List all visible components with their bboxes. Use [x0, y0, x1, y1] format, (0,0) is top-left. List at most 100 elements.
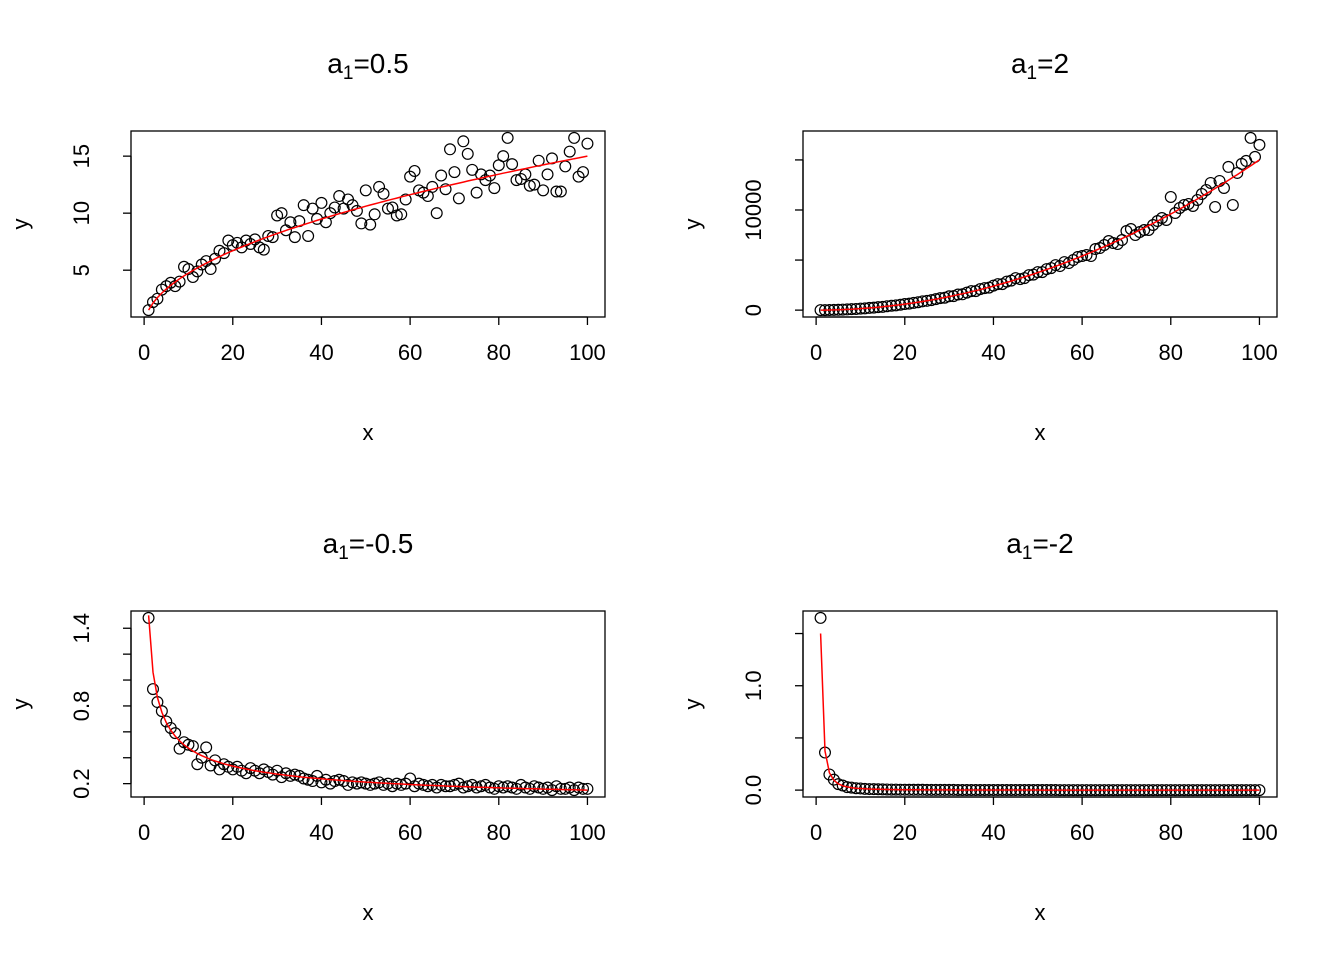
data-point	[568, 131, 581, 144]
data-point	[1178, 198, 1191, 211]
data-point	[253, 767, 266, 780]
panel-1: a1=0.5 0 20 40 60 80 100 x 5 10 15 y	[8, 48, 606, 445]
data-point	[492, 780, 505, 793]
y-axis-label: y	[8, 219, 33, 230]
data-point	[1253, 138, 1266, 151]
data-point	[275, 207, 288, 220]
x-tick-label: 0	[810, 340, 822, 365]
data-point	[1076, 250, 1089, 263]
data-point	[827, 773, 840, 786]
data-point	[572, 170, 585, 183]
data-point	[916, 295, 929, 308]
y-tick-label: 0.2	[69, 768, 94, 799]
data-point	[550, 185, 563, 198]
x-tick-label: 40	[981, 820, 1005, 845]
data-point	[173, 275, 186, 288]
data-points	[142, 611, 594, 797]
data-point	[519, 168, 532, 181]
data-point	[581, 137, 594, 150]
data-point	[1080, 249, 1093, 262]
data-point	[217, 247, 230, 260]
data-point	[1022, 269, 1035, 282]
y-tick-label: 0	[741, 304, 766, 316]
data-point	[510, 174, 523, 187]
x-tick-label: 100	[1241, 340, 1278, 365]
x-axis-label: x	[1035, 900, 1046, 925]
data-point	[1107, 237, 1120, 250]
data-point	[554, 185, 567, 198]
data-point	[355, 217, 368, 230]
x-tick-label: 20	[893, 340, 917, 365]
x-axis: 0 20 40 60 80 100	[810, 316, 1278, 365]
y-axis: 0.2 0.8 1.4	[69, 613, 132, 799]
data-point	[155, 705, 168, 718]
panel-3: a1=-0.5 0 20 40 60 80 100 x 0.2 0.8 1.4 y	[8, 528, 606, 925]
fit-line	[147, 155, 588, 311]
data-point	[368, 208, 381, 221]
x-tick-label: 40	[309, 820, 333, 845]
data-point	[359, 777, 372, 790]
data-point	[1226, 198, 1239, 211]
data-point	[377, 187, 390, 200]
y-tick-label: 1.0	[741, 670, 766, 701]
x-axis: 0 20 40 60 80 100	[138, 316, 606, 365]
data-point	[1244, 131, 1257, 144]
data-point	[399, 193, 412, 206]
x-axis: 0 20 40 60 80 100	[810, 796, 1278, 845]
data-point	[452, 777, 465, 790]
data-point	[439, 183, 452, 196]
title-subscript: 1	[1022, 543, 1033, 564]
data-point	[1209, 200, 1222, 213]
x-axis-label: x	[1035, 420, 1046, 445]
data-point	[501, 780, 514, 793]
data-point	[204, 263, 217, 276]
data-point	[430, 207, 443, 220]
x-tick-label: 60	[1070, 820, 1094, 845]
data-point	[814, 611, 827, 624]
plot-frame	[130, 610, 606, 798]
x-tick-label: 100	[1241, 820, 1278, 845]
data-point	[1204, 176, 1217, 189]
data-point	[581, 782, 594, 795]
data-point	[479, 174, 492, 187]
data-point	[288, 231, 301, 244]
data-point	[377, 778, 390, 791]
title-subscript: 1	[343, 63, 354, 84]
x-tick-label: 60	[1070, 340, 1094, 365]
panel-4: a1=-2 0 20 40 60 80 100 x 0.0 1.0 y	[680, 528, 1278, 925]
y-axis: 5 10 15	[69, 144, 132, 276]
title-subscript: 1	[338, 543, 349, 564]
panel-title: a1=-2	[1006, 528, 1073, 564]
data-point	[519, 781, 532, 794]
x-tick-label: 80	[487, 820, 511, 845]
data-point	[907, 296, 920, 309]
title-base: a	[1006, 528, 1022, 559]
x-tick-label: 0	[138, 340, 150, 365]
data-point	[528, 780, 541, 793]
data-point	[408, 164, 421, 177]
data-point	[978, 282, 991, 295]
data-point	[373, 180, 386, 193]
data-point	[426, 180, 439, 193]
x-tick-label: 20	[221, 340, 245, 365]
x-tick-label: 0	[138, 820, 150, 845]
data-point	[315, 196, 328, 209]
x-tick-label: 20	[221, 820, 245, 845]
data-points	[814, 611, 1266, 797]
data-point	[577, 782, 590, 795]
y-tick-label: 10	[69, 201, 94, 225]
y-tick-label: 0.8	[69, 691, 94, 722]
data-point	[506, 158, 519, 171]
data-point	[488, 182, 501, 195]
y-axis-label: y	[680, 699, 705, 710]
data-point	[142, 304, 155, 317]
data-point	[832, 778, 845, 791]
data-point	[271, 764, 284, 777]
data-point	[577, 166, 590, 179]
data-point	[1186, 199, 1199, 212]
plot-frame	[802, 610, 1278, 798]
data-point	[1111, 238, 1124, 251]
data-point	[470, 186, 483, 199]
data-point	[328, 201, 341, 214]
